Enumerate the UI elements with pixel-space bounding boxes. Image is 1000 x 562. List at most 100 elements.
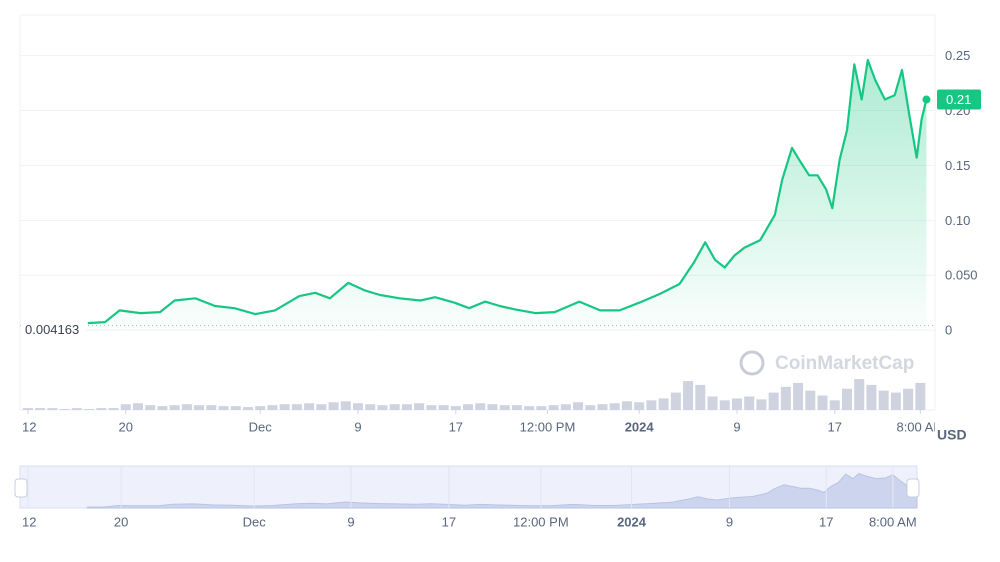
volume-bar — [903, 388, 914, 410]
watermark-logo — [739, 350, 765, 376]
volume-bar — [426, 405, 437, 410]
navigator-tick-label: 20 — [114, 514, 128, 529]
volume-bar — [377, 405, 388, 410]
volume-bar — [621, 401, 632, 410]
volume-bar — [707, 396, 718, 410]
navigator-tick-label: 8:00 AM — [869, 514, 917, 529]
volume-bar — [35, 408, 46, 410]
volume-bar — [365, 404, 376, 410]
volume-bar — [793, 382, 804, 410]
watermark: CoinMarketCap — [775, 353, 914, 374]
volume-bar — [132, 403, 143, 410]
volume-bar — [475, 403, 486, 410]
volume-bar — [194, 405, 205, 410]
volume-bar — [218, 406, 229, 410]
volume-bar — [279, 404, 290, 410]
volume-bar — [291, 404, 302, 410]
baseline-label: 0.004163 — [25, 322, 79, 337]
volume-bar — [353, 403, 364, 410]
x-tick-label: 12 — [22, 419, 36, 434]
navigator-handle[interactable] — [14, 478, 28, 498]
x-tick-label: 17 — [828, 419, 842, 434]
volume-bar — [646, 400, 657, 410]
volume-bar — [96, 408, 107, 410]
y-tick-label: 0.25 — [945, 48, 970, 63]
baseline-label-bg — [22, 322, 86, 339]
navigator-tick-label: 9 — [347, 514, 354, 529]
currency-label: USD — [937, 427, 967, 443]
volume-bar — [548, 405, 559, 410]
volume-bar — [695, 384, 706, 410]
navigator-area — [86, 473, 918, 509]
volume-bar — [47, 408, 58, 410]
volume-bar — [328, 402, 339, 410]
volume-bar — [108, 408, 119, 410]
volume-bar — [890, 392, 901, 410]
volume-bar — [255, 406, 266, 410]
x-tick-label: 17 — [449, 419, 463, 434]
volume-bar — [71, 408, 82, 410]
navigator-tick-label: 17 — [819, 514, 833, 529]
volume-bar — [169, 405, 180, 410]
volume-bar — [878, 390, 889, 410]
volume-bar — [768, 392, 779, 410]
volume-bar — [731, 398, 742, 410]
volume-bar — [719, 400, 730, 410]
x-tick-label: 2024 — [625, 419, 655, 434]
price-badge — [937, 89, 981, 110]
price-line — [87, 58, 928, 325]
volume-bar — [267, 405, 278, 410]
x-tick-label: 9 — [354, 419, 361, 434]
volume-bar — [573, 402, 584, 410]
volume-bar — [854, 379, 865, 410]
volume-bar — [585, 405, 596, 410]
y-tick-label: 0.050 — [945, 268, 978, 283]
volume-bar — [609, 403, 620, 410]
volume-bar — [120, 404, 131, 410]
volume-bar — [780, 386, 791, 410]
volume-bar — [242, 407, 253, 410]
volume-bar — [597, 404, 608, 410]
x-tick-label: Dec — [249, 419, 273, 434]
volume-bar — [805, 390, 816, 410]
volume-bar — [499, 405, 510, 410]
volume-bar — [401, 404, 412, 410]
volume-bar — [658, 398, 669, 410]
volume-bar — [438, 405, 449, 410]
volume-bar — [744, 396, 755, 410]
volume-bar — [560, 404, 571, 410]
volume-bar — [511, 405, 522, 410]
navigator-tick-label: 12 — [22, 514, 36, 529]
volume-bar — [230, 406, 241, 410]
last-point — [922, 95, 931, 104]
y-tick-label: 0.15 — [945, 158, 970, 173]
y-tick-label: 0.10 — [945, 213, 970, 228]
volume-bar — [915, 382, 926, 410]
navigator-tick-label: 9 — [726, 514, 733, 529]
navigator-handle[interactable] — [906, 478, 920, 498]
navigator-tick-label: 2024 — [617, 514, 647, 529]
x-tick-label: 9 — [733, 419, 740, 434]
volume-bar — [756, 399, 767, 410]
volume-bar — [670, 392, 681, 410]
volume-bar — [22, 408, 33, 410]
x-tick-label: 8:00 AM — [896, 419, 944, 434]
navigator-tick-label: 17 — [442, 514, 456, 529]
volume-bar — [683, 381, 694, 410]
volume-bar — [463, 404, 474, 410]
volume-bar — [524, 406, 535, 410]
y-tick-label: 0 — [945, 323, 952, 338]
volume-bar — [829, 400, 840, 410]
volume-bar — [157, 406, 168, 410]
volume-bar — [84, 409, 95, 410]
volume-bar — [866, 384, 877, 410]
volume-bar — [634, 402, 645, 410]
volume-bar — [316, 404, 327, 410]
volume-bar — [181, 404, 192, 410]
volume-bar — [487, 404, 498, 410]
volume-bar — [59, 409, 70, 410]
volume-bar — [206, 405, 217, 410]
x-tick-label: 20 — [119, 419, 133, 434]
volume-bar — [536, 406, 547, 410]
